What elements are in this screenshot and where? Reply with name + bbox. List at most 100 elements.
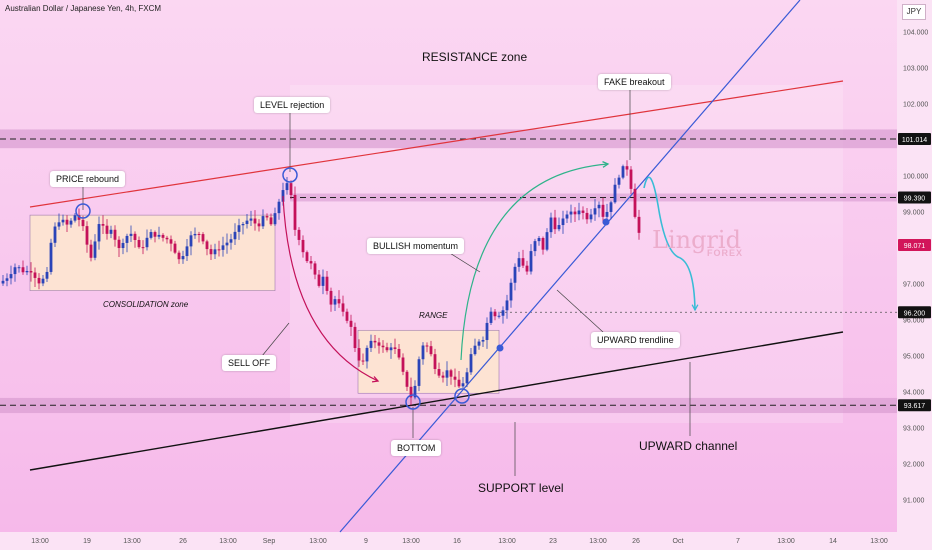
price-tick-label: 96.000 [903,317,925,324]
candle-body [81,219,85,227]
time-tick-label: 19 [83,538,91,545]
candle-body [545,232,549,250]
candle-body [245,220,249,225]
resistance-trendline [29,80,844,208]
candle-body [353,326,357,349]
candle-body [37,277,41,284]
time-tick-label: 13:00 [870,538,888,545]
candle-body [149,232,153,238]
candle-body [357,348,361,361]
upward-channel-label: UPWARD channel [639,439,738,453]
candle-body [521,258,525,266]
momentum-arrow-head [602,160,610,168]
price-tick-label: 97.000 [903,281,925,288]
time-tick-label: 7 [736,538,740,545]
candle-body [201,234,205,242]
candle-body [49,242,53,272]
time-tick-label: 26 [632,538,640,545]
candle-body [561,218,565,226]
price-tick-label: 91.000 [903,497,925,504]
candle-body [577,210,581,215]
time-tick-label: 13:00 [498,538,516,545]
candle-body [337,299,341,304]
candle-body [229,239,233,243]
candle-body [17,267,21,269]
candle-body [589,214,593,220]
candle-body [277,201,281,214]
range-label: RANGE [419,311,448,320]
candle-body [141,247,145,249]
candle-body [465,372,469,384]
candle-body [373,340,377,343]
time-tick-label: Sep [263,538,276,545]
price-tick-label: 103.000 [903,66,928,73]
upward-trendline-label: UPWARD trendline [591,332,680,348]
level-tag-label: 93.617 [904,403,926,410]
currency-badge[interactable]: JPY [902,4,926,20]
level-tag-label: 101.014 [902,137,927,144]
candle-body [489,311,493,323]
price-tick-label: 99.000 [903,210,925,217]
bottom-label: BOTTOM [391,440,442,456]
momentum-arrow [460,163,609,361]
candle-body [261,216,265,227]
candle-body [317,274,321,286]
candle-body [553,217,557,230]
time-tick-label: Oct [673,538,684,545]
projection-arrow-head [691,304,699,312]
time-tick-label: 13:00 [219,538,237,545]
candle-body [53,226,57,243]
candle-body [597,204,601,209]
candle-body [197,233,201,235]
candle-body [309,261,313,264]
support-band [0,397,897,414]
candle-body [65,219,69,225]
candle-body [477,341,481,346]
price-axis [897,0,932,550]
candle-body [485,322,489,340]
candle-body [25,270,29,273]
candle-body [369,340,373,348]
price-tick-label: 95.000 [903,353,925,360]
price-tick-label: 93.000 [903,425,925,432]
candle-body [565,214,569,219]
sell-off-label: SELL OFF [222,355,277,371]
resistance-zone-label: RESISTANCE zone [422,50,528,64]
candle-body [365,347,369,362]
candle-body [537,238,541,242]
candle-body [117,239,121,249]
candle-body [5,278,9,281]
level-tag-label: 98.071 [904,243,926,250]
candle-body [181,256,185,260]
candle-body [13,267,17,275]
price-tick-label: 94.000 [903,389,925,396]
candle-body [413,385,417,398]
candle-body [601,204,605,217]
highlight-circle [454,388,470,404]
candle-body [345,311,349,321]
candle-body [581,210,585,213]
candle-body [377,342,381,346]
time-tick-label: 13:00 [777,538,795,545]
candle-body [93,241,97,258]
candle-body [313,263,317,275]
support-level-label: SUPPORT level [478,481,564,495]
candle-body [541,238,545,250]
candle-body [289,183,293,195]
candle-body [381,345,385,348]
time-tick-label: 13:00 [123,538,141,545]
candle-body [461,383,465,387]
candle-body [157,234,161,237]
candle-body [69,220,73,225]
symbol-title[interactable]: Australian Dollar / Japanese Yen, 4h, FX… [5,4,162,13]
candle-body [161,234,165,238]
candle-body [97,224,101,242]
level-tag-label: 99.390 [904,195,926,202]
bullish-momentum-label: BULLISH momentum [367,238,465,254]
candle-body [473,345,477,355]
candle-body [349,320,353,327]
time-tick-label: 14 [829,538,837,545]
brand-logo-sub: FOREX [707,248,744,258]
candle-body [505,300,509,311]
